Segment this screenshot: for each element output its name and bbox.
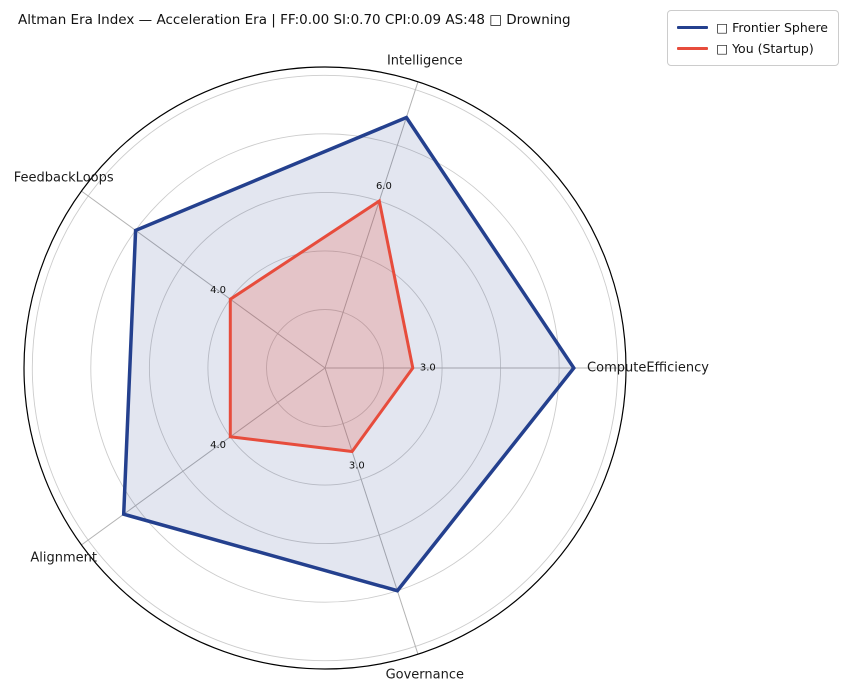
legend-label: □ Frontier Sphere <box>716 20 828 35</box>
radar-point-label: 6.0 <box>376 181 392 192</box>
radar-outer-spine <box>23 66 627 670</box>
radar-axis-label-alignment: Alignment <box>30 550 97 565</box>
radar-axis-spoke <box>81 190 326 369</box>
radar-point-label: 3.0 <box>349 460 365 471</box>
legend-box: □ Frontier Sphere □ You (Startup) <box>667 10 839 66</box>
radar-series-polygon <box>228 198 415 454</box>
radar-point-label: 4.0 <box>210 440 226 451</box>
legend-line-swatch-blue <box>677 25 709 30</box>
radar-point-label: 3.0 <box>420 363 436 374</box>
legend-label: □ You (Startup) <box>716 41 814 56</box>
radar-point-label: 4.0 <box>210 285 226 296</box>
legend-item-frontier-sphere: □ Frontier Sphere <box>677 17 828 38</box>
radar-axis-label-computeefficiency: ComputeEfficiency <box>587 361 709 376</box>
radar-axis-label-intelligence: Intelligence <box>387 53 463 68</box>
legend-line-swatch-red <box>677 46 709 51</box>
legend-item-you-startup: □ You (Startup) <box>677 38 828 59</box>
radar-axis-label-governance: Governance <box>386 668 464 683</box>
radar-axis-label-feedbackloops: FeedbackLoops <box>14 171 114 186</box>
chart-title: Altman Era Index — Acceleration Era | FF… <box>18 12 571 28</box>
radar-series-polygon <box>121 115 576 593</box>
radar-axis-spoke <box>324 81 419 369</box>
radar-axis-spoke <box>324 367 419 655</box>
